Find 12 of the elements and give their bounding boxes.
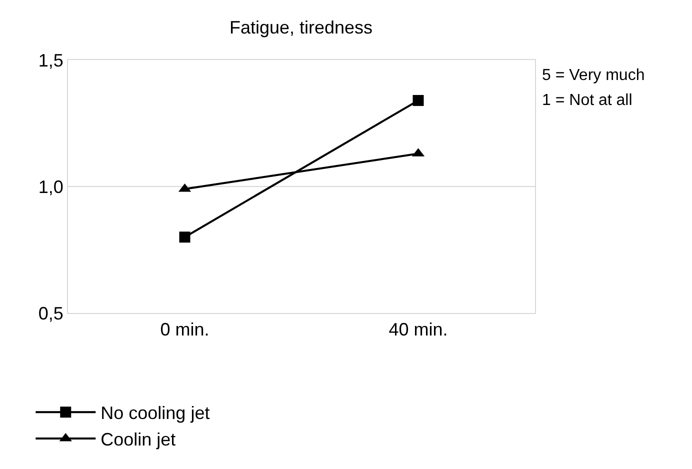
y-tick-label: 1,5 xyxy=(38,50,64,70)
point xyxy=(412,94,424,106)
y-tick-label: 0,5 xyxy=(38,303,64,324)
x-tick-label: 0 min. xyxy=(160,320,210,340)
text: 5 = Very much xyxy=(542,67,645,84)
point xyxy=(179,232,190,243)
chart-title: Fatigue, tiredness xyxy=(229,18,373,38)
legend-label: Coolin jet xyxy=(100,430,176,450)
text: 1 = Not at all xyxy=(542,92,632,109)
y-tick-label: 1,0 xyxy=(38,176,64,197)
legend-label: No cooling jet xyxy=(100,403,210,424)
x-tick-label: 40 min. xyxy=(388,320,448,340)
